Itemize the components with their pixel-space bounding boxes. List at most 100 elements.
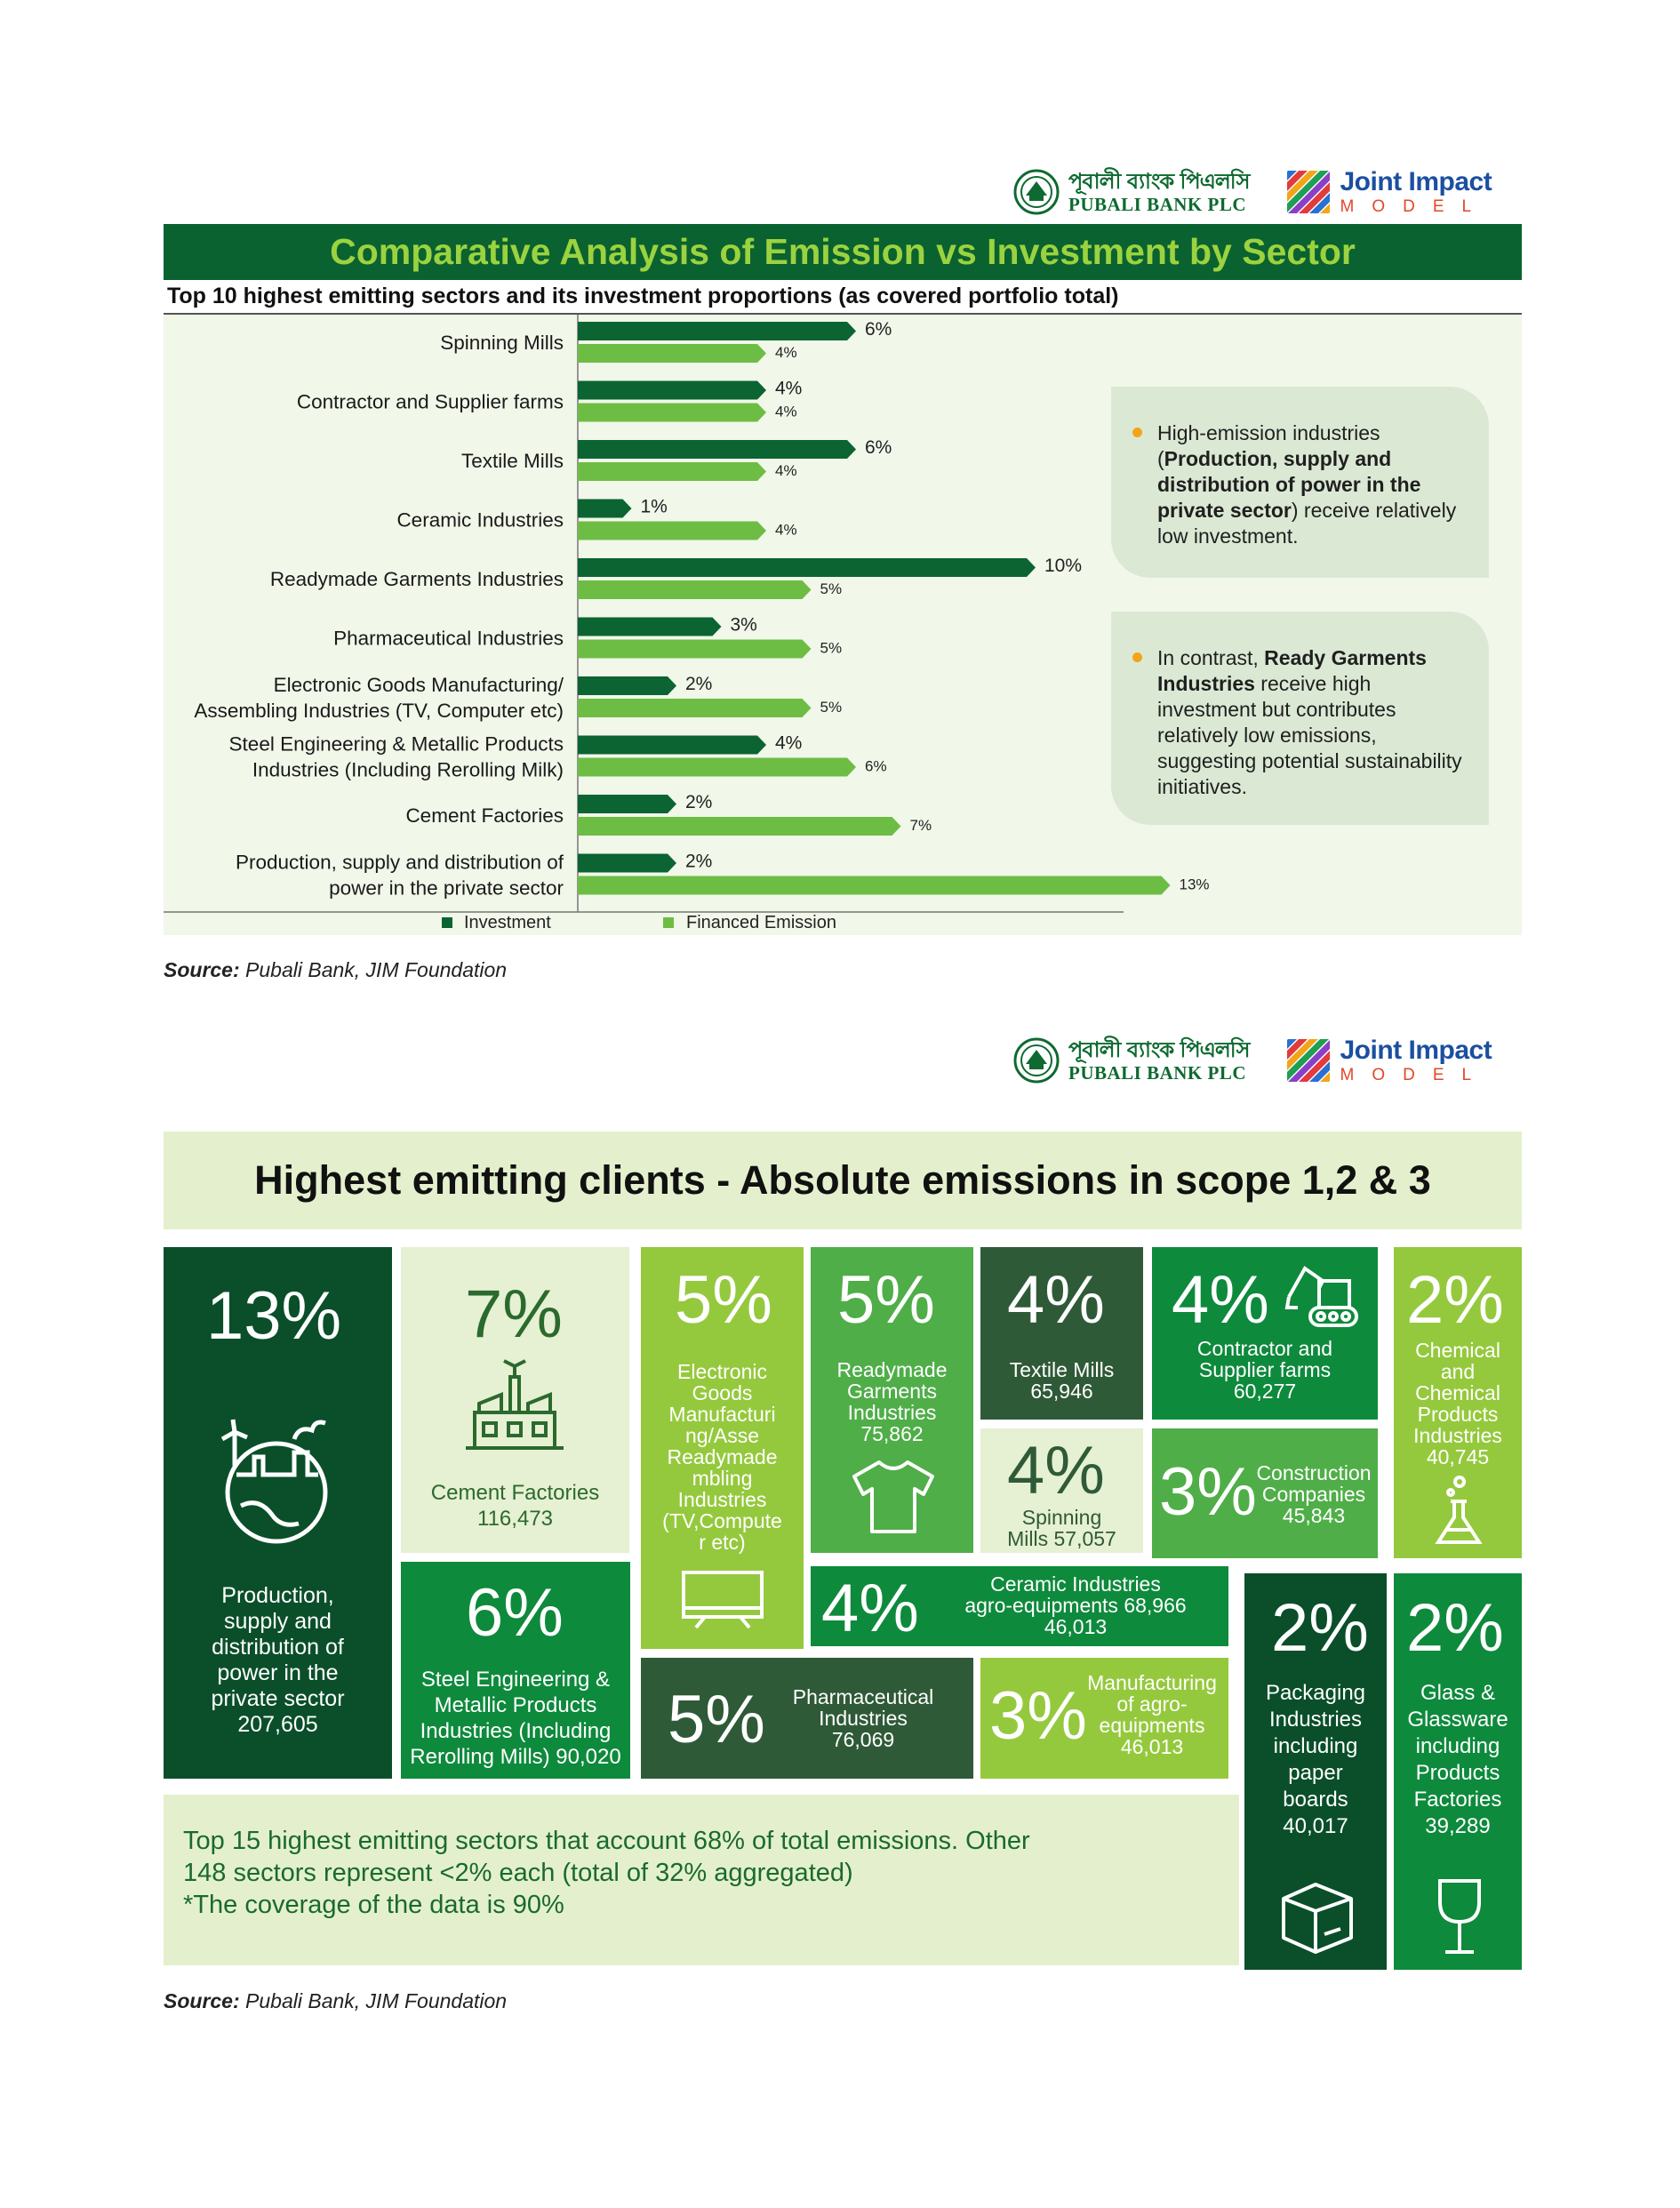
investment-value-label: 3% <box>731 615 757 636</box>
investment-value-label: 2% <box>685 852 712 872</box>
tile-label-line: Construction <box>1256 1461 1372 1484</box>
tile-contractor: 4% Contractor and Supplier farms 60,277 <box>1152 1247 1378 1420</box>
category-label: Industries (Including Rerolling Milk) <box>252 759 564 781</box>
tile-steel-pct: 6% <box>466 1575 564 1651</box>
investment-value-label: 4% <box>775 379 802 399</box>
tile-power: 13% Production, supply and distribution of… <box>164 1247 392 1779</box>
jim-logo: Joint Impact MODEL <box>1285 169 1492 215</box>
emission-bar <box>578 699 812 717</box>
emission-value-label: 4% <box>775 404 797 420</box>
tile-glass-pct: 2% <box>1406 1590 1504 1666</box>
treemap-title: Highest emitting clients - Absolute emis… <box>164 1132 1522 1229</box>
investment-value-label: 2% <box>685 792 712 812</box>
category-label: Contractor and Supplier farms <box>297 391 564 413</box>
tile-label-line: 40,745 <box>1426 1445 1490 1468</box>
source-text: Pubali Bank, JIM Foundation <box>239 1989 508 2012</box>
note-1-bold: Production, supply and distribution of p… <box>1157 447 1421 522</box>
pubali-english-name: PUBALI BANK PLC <box>1068 193 1247 215</box>
pubali-bengali-name: পূবালী ব্যাংক পিএলসি <box>1068 1036 1250 1062</box>
category-label: Cement Factories <box>405 804 564 827</box>
tile-electronic-pct: 5% <box>675 1262 772 1338</box>
tile-label-line: 76,069 <box>831 1728 895 1751</box>
logo-group-bottom: পূবালী ব্যাংক পিএলসি PUBALI BANK PLC Joi… <box>1013 1037 1492 1084</box>
investment-value-label: 6% <box>865 437 892 458</box>
note-2-post: receive high investment but contributes … <box>1157 672 1462 798</box>
emission-value-label: 4% <box>775 462 797 479</box>
bullet-icon <box>1132 428 1142 437</box>
tile-label-line: equipments <box>1099 1714 1205 1737</box>
tile-label-line: 46,013 <box>1044 1615 1108 1638</box>
tile-label-line: private sector <box>211 1686 345 1711</box>
tile-label-line: 40,017 <box>1283 1814 1348 1838</box>
legend-swatch-investment <box>442 917 452 928</box>
chart-title: Comparative Analysis of Emission vs Inve… <box>164 224 1522 280</box>
tile-label-line: r etc) <box>699 1531 746 1554</box>
summary-box: Top 15 highest emitting sectors that acc… <box>164 1795 1239 1965</box>
investment-bar <box>578 380 766 400</box>
tile-label-line: Steel Engineering & <box>420 1668 611 1692</box>
legend-label-investment: Investment <box>464 913 551 932</box>
tile-glass: 2% Glass & Glassware including Products Fact… <box>1394 1573 1522 1970</box>
tile-label-line: Garments <box>847 1380 937 1403</box>
tile-label-line: 45,843 <box>1282 1504 1346 1527</box>
tile-packaging: 2% Packaging Industries including paper boar… <box>1244 1573 1387 1970</box>
source-label: Source: <box>164 958 240 981</box>
logo-group-top: পূবালী ব্যাংক পিএলসি PUBALI BANK PLC Joi… <box>1013 169 1492 215</box>
emission-bar <box>578 521 766 540</box>
tv-icon <box>682 1571 764 1629</box>
tile-label-line: 207,605 <box>237 1712 318 1737</box>
tile-pharma: 5% Pharmaceutical Industries 76,069 <box>641 1658 973 1779</box>
note-box-1: High-emission industries (Production, su… <box>1111 387 1489 578</box>
jim-model: MODEL <box>1340 197 1490 216</box>
tile-label-line: Textile Mills <box>1009 1358 1115 1381</box>
tile-label-line: 60,277 <box>1233 1380 1297 1403</box>
tile-label-line: Pharmaceutical <box>792 1685 934 1708</box>
tile-label-line: Glassware <box>1407 1708 1508 1732</box>
jim-stripes-icon <box>1286 171 1330 213</box>
tile-label-line: supply and <box>224 1609 332 1634</box>
tile-label-line: 65,946 <box>1030 1380 1093 1403</box>
tile-glass-label: Glass & Glassware including Products Factori… <box>1394 1680 1522 1840</box>
tile-ceramic: 4% Ceramic Industries agro-equipments 68,… <box>811 1566 1228 1646</box>
tile-label-line: 39,289 <box>1425 1814 1491 1838</box>
category-label: Pharmaceutical Industries <box>333 628 564 650</box>
source-text: Pubali Bank, JIM Foundation <box>239 958 508 981</box>
tile-label-line: boards <box>1283 1788 1348 1812</box>
bar-chart: 6% 4% Spinning Mills 4% 4% Contractor and Sup… <box>164 315 1210 932</box>
legend-label-emission: Financed Emission <box>686 913 836 932</box>
note-1-pre: High-emission industries ( <box>1157 421 1380 470</box>
tile-pharma-label: Pharmaceutical Industries 76,069 <box>774 1686 952 1750</box>
investment-bar <box>578 795 676 813</box>
tile-label-line: Industries <box>819 1707 908 1730</box>
tile-label-line: of agro- <box>1116 1692 1188 1716</box>
tile-label-line: Manufacturing <box>1087 1671 1217 1694</box>
investment-bar <box>578 853 676 873</box>
tile-label-line: Products <box>1415 1761 1500 1785</box>
emission-bar <box>578 639 812 659</box>
emission-bar <box>578 757 856 777</box>
emission-value-label: 4% <box>775 522 797 539</box>
emission-value-label: 13% <box>1180 876 1210 893</box>
tile-chemical-label: Chemical and Chemical Products Industries 40,… <box>1394 1340 1522 1468</box>
category-label: Assembling Industries (TV, Computer etc) <box>194 700 564 722</box>
tile-cement: 7% Cement Factories 116,473 <box>401 1247 629 1553</box>
tile-label-line: Readymade <box>836 1358 948 1381</box>
category-label: Production, supply and distribution of <box>236 852 564 874</box>
tile-pharma-pct: 5% <box>668 1682 765 1757</box>
tile-label-line: Contractor and <box>1196 1337 1333 1360</box>
tile-spinning: 4% Spinning Mills 57,057 <box>980 1428 1143 1553</box>
tile-power-label: Production, supply and distribution of powe… <box>164 1583 392 1738</box>
pubali-bengali-name: পূবালী ব্যাংক পিএলসি <box>1068 168 1250 194</box>
investment-bar <box>578 558 1036 577</box>
emission-bar <box>578 876 1171 895</box>
tile-label-line: 46,013 <box>1120 1735 1184 1758</box>
tile-label-line: Supplier farms <box>1198 1358 1332 1381</box>
emission-bar <box>578 344 766 363</box>
tile-spinning-label: Spinning Mills 57,057 <box>980 1507 1143 1549</box>
jim-name: Joint Impact <box>1340 167 1492 196</box>
emission-value-label: 4% <box>775 344 797 361</box>
tile-label-line: ng/Asse <box>684 1424 760 1447</box>
jim-logo: Joint Impact MODEL <box>1285 1037 1492 1084</box>
category-label: Textile Mills <box>461 450 564 472</box>
category-label: Spinning Mills <box>440 332 564 354</box>
